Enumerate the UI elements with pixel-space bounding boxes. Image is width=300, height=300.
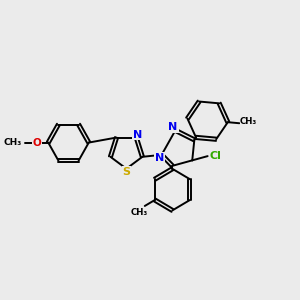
Text: N: N — [155, 153, 164, 163]
Text: O: O — [33, 138, 42, 148]
Text: CH₃: CH₃ — [240, 117, 257, 126]
Text: N: N — [168, 122, 178, 132]
Text: S: S — [122, 167, 130, 177]
Text: N: N — [133, 130, 142, 140]
Text: CH₃: CH₃ — [131, 208, 148, 217]
Text: CH₃: CH₃ — [4, 138, 22, 147]
Text: Cl: Cl — [210, 151, 222, 160]
